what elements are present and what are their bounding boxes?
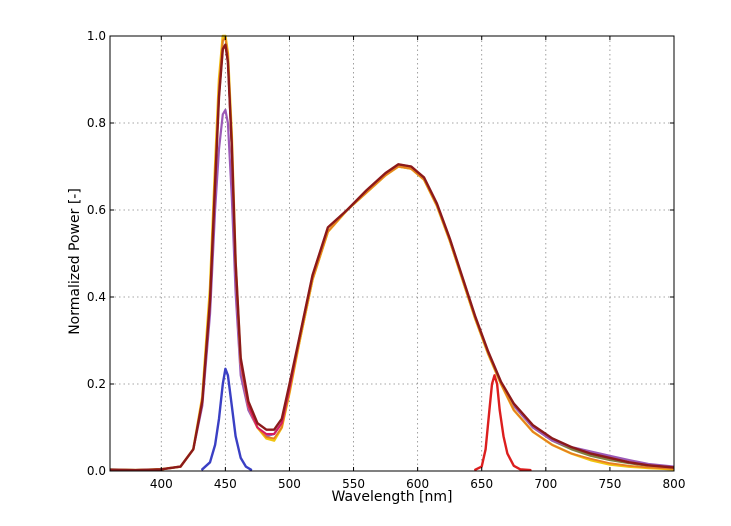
series-line-7 bbox=[201, 367, 253, 471]
series-layer bbox=[110, 34, 674, 471]
series-line-6 bbox=[110, 43, 674, 471]
x-tick-label: 450 bbox=[214, 477, 237, 491]
x-tick-label: 650 bbox=[470, 477, 493, 491]
series-line-4 bbox=[110, 37, 674, 471]
x-tick-label: 500 bbox=[278, 477, 301, 491]
x-tick-label: 750 bbox=[598, 477, 621, 491]
series-line-1 bbox=[110, 34, 674, 471]
y-tick-label: 1.0 bbox=[87, 29, 106, 43]
series-line-8 bbox=[474, 374, 532, 471]
y-tick-label: 0.4 bbox=[87, 290, 106, 304]
tick-layer: 400 450 500 550 600 650 700 750 800 0.0 0.2 0.4 0.6 0… bbox=[87, 29, 686, 491]
x-axis-label: Wavelength [nm] bbox=[332, 489, 453, 505]
y-tick-label: 0.2 bbox=[87, 377, 106, 391]
series-line-5 bbox=[110, 43, 674, 471]
grid-layer bbox=[110, 36, 674, 471]
y-tick-label: 0.8 bbox=[87, 116, 106, 130]
x-tick-label: 800 bbox=[663, 477, 686, 491]
plot-frame bbox=[109, 35, 675, 472]
series-line-3 bbox=[110, 34, 674, 471]
y-tick-label: 0.0 bbox=[87, 464, 106, 478]
x-tick-label: 550 bbox=[342, 477, 365, 491]
x-tick-label: 700 bbox=[534, 477, 557, 491]
y-tick-label: 0.6 bbox=[87, 203, 106, 217]
y-axis-label: Normalized Power [-] bbox=[67, 188, 83, 335]
x-tick-label: 600 bbox=[406, 477, 429, 491]
x-tick-label: 400 bbox=[150, 477, 173, 491]
series-line-2 bbox=[110, 108, 674, 471]
